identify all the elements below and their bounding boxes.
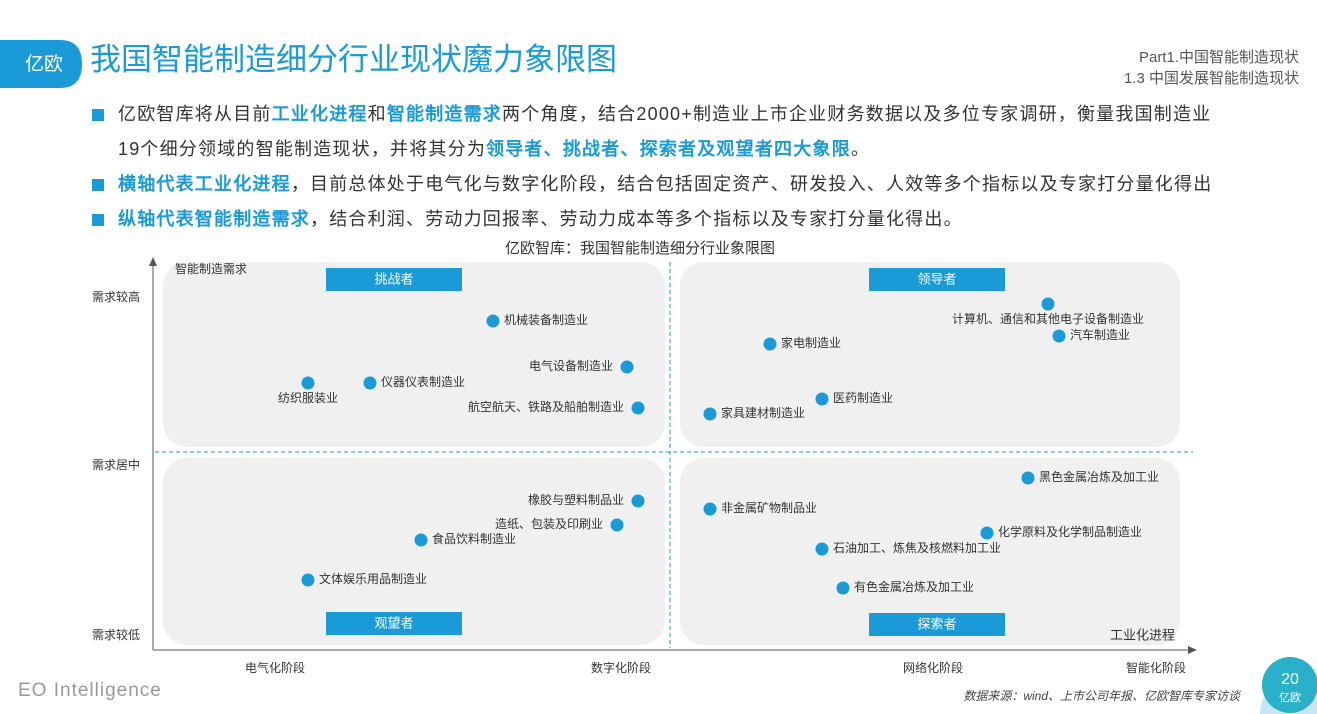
node-dot	[631, 401, 645, 415]
node-dot	[1041, 297, 1055, 311]
node-dot	[980, 526, 994, 540]
quadrant-tag	[326, 268, 462, 291]
node-dot	[1052, 329, 1066, 343]
node-label: 仪器仪表制造业	[381, 375, 465, 389]
y-axis-label: 智能制造需求	[175, 261, 247, 276]
node-label: 黑色金属冶炼及加工业	[1039, 469, 1159, 484]
bullet-text: 领导者、挑战者、探索者及观望者四大象限	[486, 139, 851, 159]
node-label: 汽车制造业	[1070, 327, 1130, 342]
node-label: 医药制造业	[833, 391, 893, 405]
bullet-text: 。	[850, 139, 871, 159]
bullet-text: ，目前总体处于电气化与数字化阶段，结合包括固定资产、研发投入、人效等多个指标以及…	[290, 174, 1213, 194]
quadrant-label: 观望者	[374, 615, 413, 630]
page-badge	[1262, 657, 1317, 713]
bullet-text: 工业化进程	[271, 104, 368, 124]
bullet-text: ，结合利润、劳动力回报率、劳动力成本等多个指标以及专家打分量化得出。	[310, 209, 963, 229]
y-level: 需求较低	[92, 627, 140, 642]
bullet-text: 横轴代表工业化进程	[118, 174, 291, 194]
node-label: 纺织服装业	[278, 391, 338, 405]
bullet-text: 两个角度，结合2000+制造业上市企业财务数据以及多位专家调研，衡量我国制造业1…	[118, 104, 1212, 159]
node-label: 文体娱乐用品制造业	[319, 571, 427, 586]
title: 我国智能制造细分行业现状魔力象限图	[90, 42, 617, 77]
quadrant-tag	[869, 268, 1005, 291]
node-dot	[486, 314, 500, 328]
bullet: 纵轴代表智能制造需求，结合利润、劳动力回报率、劳动力成本等多个指标以及专家打分量…	[92, 202, 1232, 237]
node-label: 有色金属冶炼及加工业	[854, 579, 974, 594]
quadrant-bg	[163, 458, 665, 645]
bullets: 亿欧智库将从目前工业化进程和智能制造需求两个角度，结合2000+制造业上市企业财…	[92, 97, 1232, 237]
quadrant-label: 探索者	[917, 616, 956, 631]
node-label: 电气设备制造业	[529, 358, 613, 373]
node-dot	[610, 518, 624, 532]
bullet: 亿欧智库将从目前工业化进程和智能制造需求两个角度，结合2000+制造业上市企业财…	[92, 97, 1232, 167]
bullet: 横轴代表工业化进程，目前总体处于电气化与数字化阶段，结合包括固定资产、研发投入、…	[92, 167, 1232, 202]
node-label: 橡胶与塑料制品业	[528, 492, 624, 507]
y-level: 需求居中	[92, 457, 140, 472]
node-label: 计算机、通信和其他电子设备制造业	[952, 311, 1144, 326]
node-label: 非金属矿物制品业	[721, 500, 817, 515]
node-dot	[414, 533, 428, 547]
node-dot	[620, 360, 634, 374]
arrow	[149, 257, 157, 266]
x-axis-label: 工业化进程	[1110, 627, 1175, 642]
section: Part1.中国智能制造现状	[1139, 48, 1299, 66]
brand: EO Intelligence	[18, 680, 162, 701]
node-label: 造纸、包装及印刷业	[495, 517, 603, 531]
page-logo: 亿欧	[1279, 691, 1301, 704]
bullet-text: 纵轴代表智能制造需求	[118, 209, 310, 229]
logo: 亿欧	[25, 53, 63, 75]
logo-bg	[0, 40, 82, 88]
node-dot	[815, 542, 829, 556]
x-stage: 网络化阶段	[903, 660, 963, 675]
quadrant-bg	[163, 262, 665, 447]
quadrant-label: 领导者	[917, 271, 956, 286]
quadrant-tag	[326, 612, 462, 635]
node-label: 机械装备制造业	[504, 312, 588, 327]
bullet-text: 智能制造需求	[386, 104, 503, 124]
node-dot	[763, 337, 777, 351]
node-dot	[836, 581, 850, 595]
bullet-text: 和	[367, 104, 387, 124]
node-dot	[301, 376, 315, 390]
subsection: 1.3 中国发展智能制造现状	[1124, 69, 1299, 87]
node-label: 家具建材制造业	[721, 405, 805, 420]
node-label: 家电制造业	[781, 335, 841, 350]
arrow	[1188, 646, 1197, 654]
bullet-text: 亿欧智库将从目前	[118, 104, 272, 124]
x-stage: 电气化阶段	[245, 660, 305, 675]
node-dot	[815, 392, 829, 406]
node-dot	[703, 502, 717, 516]
chart-title: 亿欧智库：我国智能制造细分行业象限图	[505, 239, 775, 257]
x-stage: 智能化阶段	[1126, 660, 1186, 675]
page-number: 20	[1281, 671, 1299, 688]
node-label: 航空航天、铁路及船舶制造业	[468, 399, 624, 414]
node-label: 食品饮料制造业	[432, 531, 516, 546]
node-dot	[1021, 471, 1035, 485]
node-dot	[703, 407, 717, 421]
node-dot	[631, 494, 645, 508]
node-label: 石油加工、炼焦及核燃料加工业	[833, 540, 1001, 555]
quadrant-label: 挑战者	[374, 271, 413, 286]
node-label: 化学原料及化学制品制造业	[998, 524, 1142, 539]
quadrant-tag	[869, 613, 1005, 636]
x-stage: 数字化阶段	[591, 660, 651, 675]
quadrant-bg	[680, 458, 1180, 645]
node-dot	[363, 376, 377, 390]
y-level: 需求较高	[92, 289, 140, 304]
node-dot	[301, 573, 315, 587]
quadrant-bg	[680, 262, 1180, 447]
source: 数据来源：wind、上市公司年报、亿欧智库专家访谈	[963, 689, 1242, 703]
